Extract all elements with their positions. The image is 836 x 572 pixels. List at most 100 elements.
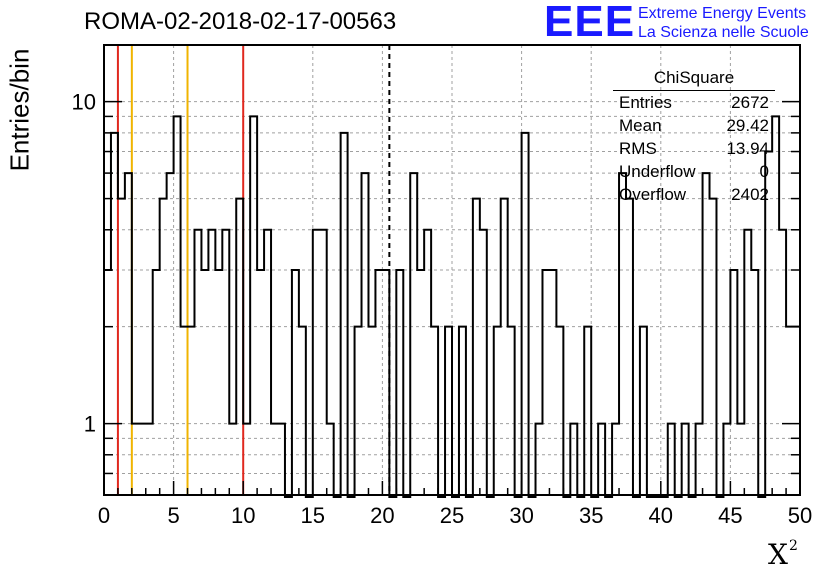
histogram-bin [194,230,201,495]
histogram-bin [355,327,362,495]
y-tick-label: 10 [72,90,96,115]
x-tick-label: 50 [788,503,812,528]
histogram-bin [362,173,369,495]
histogram-bin [222,230,229,495]
histogram-bin [104,270,111,495]
stats-row-underflow: Underflow 0 [619,160,769,183]
histogram-bin [410,173,417,495]
histogram-bin [494,327,501,495]
stats-box: ChiSquare Entries 2672 Mean 29.42 RMS 13… [613,67,775,209]
histogram-bin [640,327,647,495]
histogram-bin [682,424,689,495]
x-axis: 0 5 10 15 20 25 30 35 40 45 50 [98,481,812,528]
stats-row-entries: Entries 2672 [619,91,769,114]
stats-value: 29.42 [726,116,769,135]
histogram-bin [181,327,188,495]
histogram-bin [549,270,556,495]
histogram-bin [522,133,529,495]
histogram-bin [396,270,403,495]
histogram-bin [703,173,710,495]
histogram-bin [480,230,487,495]
stats-value: 2402 [731,185,769,204]
x-tick-label: 40 [649,503,673,528]
stats-key: RMS [619,139,657,158]
y-tick-label: 1 [84,412,96,437]
histogram-bin [208,230,215,495]
histogram-bin [201,270,208,495]
histogram-bin [424,230,431,495]
histogram-bin [431,327,438,495]
histogram-bin [139,424,146,495]
histogram-bin [710,199,717,495]
x-axis-label: X2 [768,538,798,571]
stats-title: ChiSquare [653,68,735,87]
histogram-bin [125,173,132,495]
histogram-bin [668,424,675,495]
histogram-bin [626,199,633,495]
stats-value: 0 [759,162,769,181]
histogram-bin [174,116,181,495]
histogram-bin [132,424,139,495]
histogram-bin [167,173,174,495]
histogram-bin [292,270,299,495]
histogram-bin [459,327,466,495]
x-tick-label: 10 [231,503,255,528]
histogram-bin [793,327,800,495]
histogram-bin [417,270,424,495]
histogram-outline [104,115,800,498]
y-axis: 1 10 [72,90,800,496]
histogram-bin [368,327,375,495]
histogram-bin [264,230,271,495]
histogram-bin [243,424,250,495]
histogram-bin [570,424,577,495]
histogram-bin [236,199,243,495]
stats-key: Overflow [619,185,687,204]
histogram-bin [229,424,236,495]
x-tick-label: 15 [301,503,325,528]
stats-row-overflow: Overflow 2402 [619,183,769,206]
histogram-bin [257,270,264,495]
eee-logo: EEE Extreme Energy Events La Scienza nel… [544,0,834,46]
histogram-bin [696,424,703,495]
logo-line-2: La Scienza nelle Scuole [638,24,809,41]
histogram-bin [327,424,334,495]
histogram-bin [375,270,382,495]
histogram-bin [584,327,591,495]
histogram-bin [146,424,153,495]
histogram-bin [723,424,730,495]
x-tick-label: 35 [579,503,603,528]
stats-value: 2672 [731,93,769,112]
histogram-bin [744,230,751,495]
x-tick-label: 30 [509,503,533,528]
stats-key: Underflow [619,162,696,181]
x-tick-label: 20 [370,503,394,528]
histogram-bin [556,327,563,495]
histogram-bin [118,199,125,495]
stats-value: 13.94 [726,139,769,158]
x-tick-label: 5 [167,503,179,528]
x-tick-label: 25 [440,503,464,528]
histogram-bin [473,199,480,495]
histogram-bin [779,230,786,495]
histogram-bin [313,230,320,495]
x-tick-label: 45 [718,503,742,528]
histogram-bin [501,199,508,495]
histogram-bin [751,270,758,495]
histogram-bin [508,327,515,495]
stats-key: Entries [619,93,672,112]
histogram-bin [271,424,278,495]
x-axis-label-text: X [768,538,788,571]
histogram-bin [536,424,543,495]
y-axis-label: Entries/bin [4,48,35,172]
histogram-bin [320,230,327,495]
histogram-bin [153,270,160,495]
histogram-bin [730,270,737,495]
eee-logo-mark: EEE [544,0,636,46]
histogram-bin [542,270,549,495]
histogram-bin [382,270,389,495]
histogram-bin [278,424,285,495]
histogram-bin [111,133,118,495]
histogram-bin [341,133,348,495]
histogram-bin [299,327,306,495]
